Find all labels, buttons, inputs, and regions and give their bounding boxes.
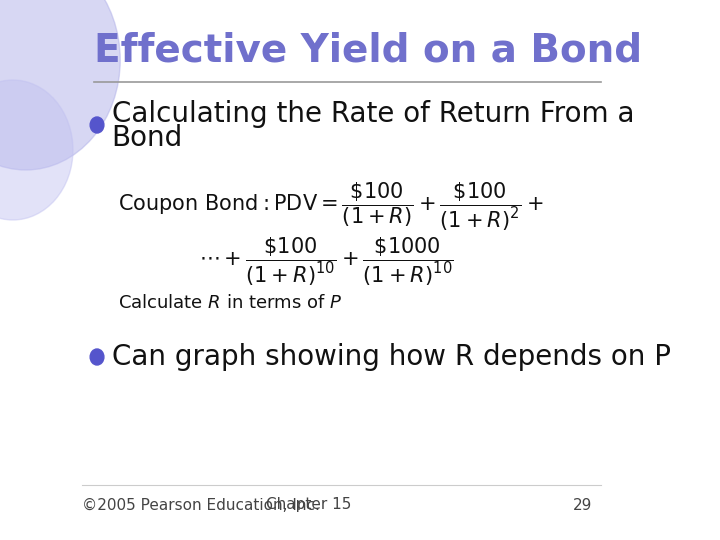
- Text: Can graph showing how R depends on P: Can graph showing how R depends on P: [112, 343, 670, 371]
- Text: $\cdots + \dfrac{\$100}{(1+R)^{10}} + \dfrac{\$1000}{(1+R)^{10}}$: $\cdots + \dfrac{\$100}{(1+R)^{10}} + \d…: [199, 236, 454, 288]
- Text: Calculate $R$ in terms of $P$: Calculate $R$ in terms of $P$: [119, 294, 343, 312]
- Text: Effective Yield on a Bond: Effective Yield on a Bond: [94, 31, 642, 69]
- Text: $\mathrm{Coupon\ Bond : PDV} = \dfrac{\$100}{(1+R)} + \dfrac{\$100}{(1+R)^2} +$: $\mathrm{Coupon\ Bond : PDV} = \dfrac{\$…: [119, 181, 544, 233]
- Circle shape: [90, 117, 104, 133]
- Text: ©2005 Pearson Education, Inc.: ©2005 Pearson Education, Inc.: [81, 497, 320, 512]
- Circle shape: [0, 0, 120, 170]
- Text: 29: 29: [573, 497, 593, 512]
- Text: Bond: Bond: [112, 124, 183, 152]
- Circle shape: [0, 80, 73, 220]
- Circle shape: [90, 349, 104, 365]
- Text: Chapter 15: Chapter 15: [266, 497, 352, 512]
- Text: Calculating the Rate of Return From a: Calculating the Rate of Return From a: [112, 100, 634, 128]
